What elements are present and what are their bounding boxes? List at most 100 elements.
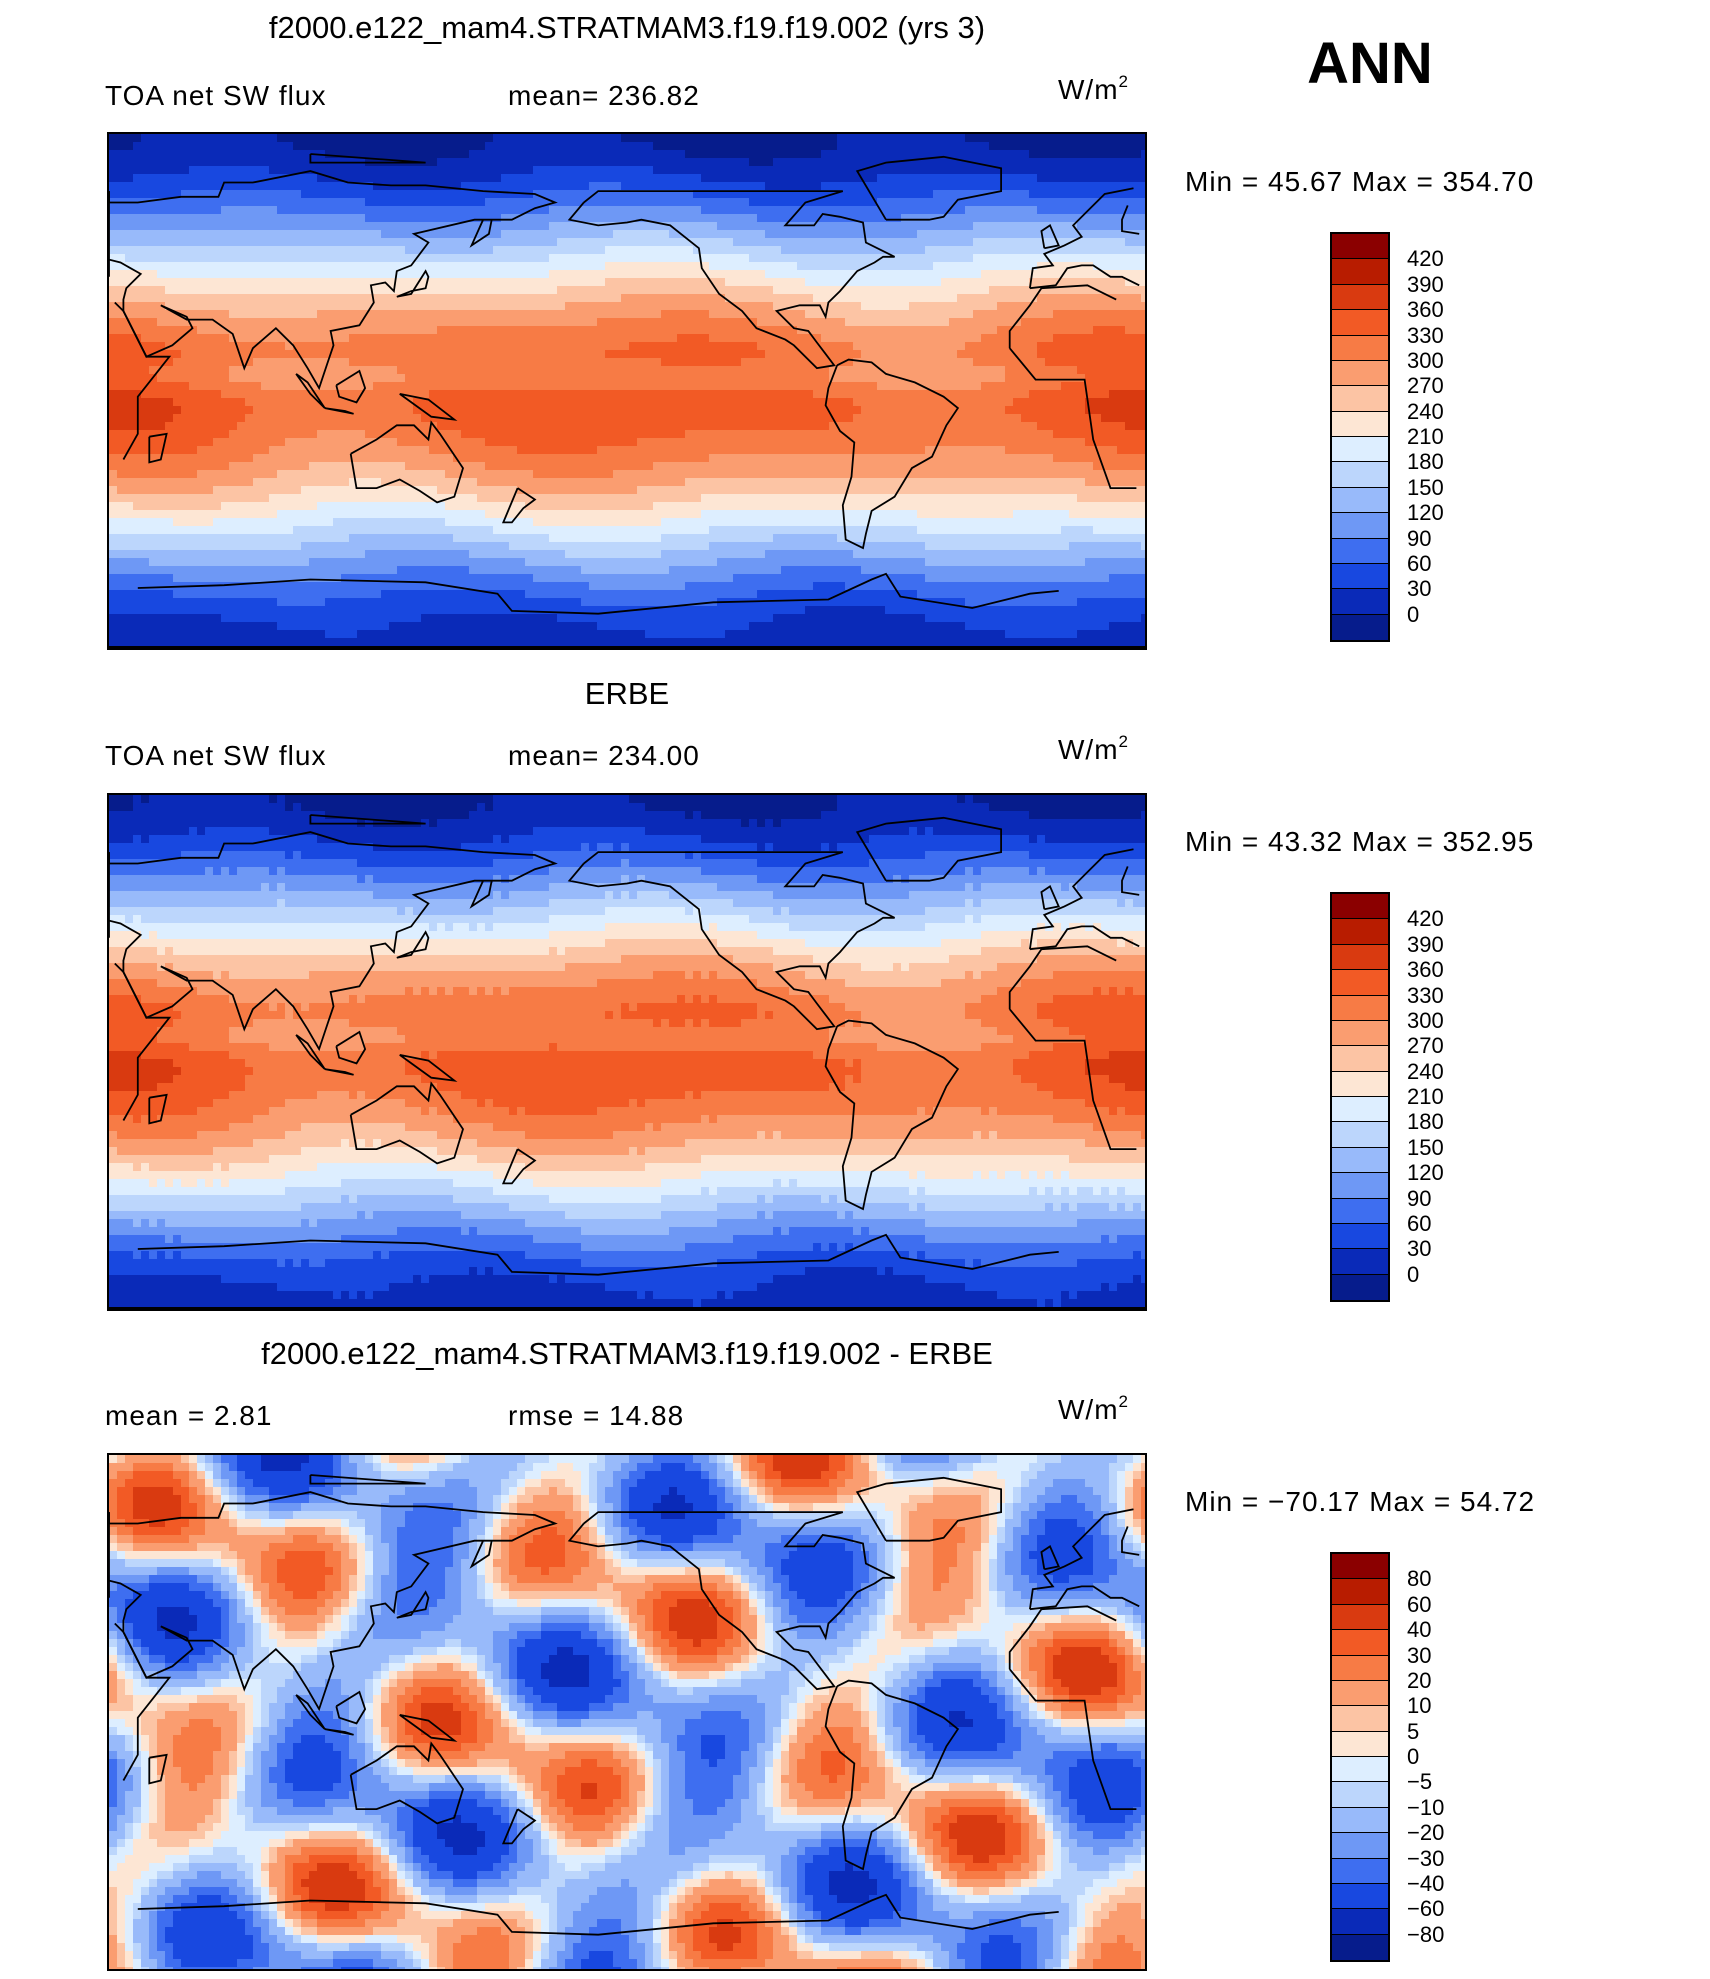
colorbar-tick-label: 330	[1407, 324, 1444, 347]
coastline	[335, 1690, 367, 1725]
colorbar-tick-label: 30	[1407, 578, 1431, 600]
colorbar-tick-label: −60	[1407, 1898, 1444, 1920]
colorbar-tick-label: 300	[1407, 349, 1444, 372]
colorbar-swatch	[1332, 995, 1388, 1021]
colorbar-swatch	[1332, 1274, 1388, 1300]
coastline	[396, 930, 430, 959]
colorbar-swatch	[1332, 1249, 1388, 1275]
colorbar-tick-label: 30	[1407, 1238, 1431, 1260]
colorbar-swatch	[1332, 234, 1388, 260]
colorbar-tick-label: −20	[1407, 1822, 1444, 1844]
colorbar-tick-label: 0	[1407, 1263, 1419, 1286]
coastline	[324, 1728, 354, 1736]
colorbar-tick-label: 210	[1407, 426, 1444, 448]
colorbar-swatch	[1332, 1909, 1388, 1935]
colorbar-tick-label: 420	[1407, 248, 1444, 270]
colorbar-swatch	[1332, 1782, 1388, 1808]
panel-2-title: ERBE	[107, 676, 1147, 712]
colorbar-swatch	[1332, 1071, 1388, 1097]
colorbar-tick-label: 240	[1407, 400, 1444, 423]
coastline	[396, 269, 430, 298]
coastline	[309, 153, 426, 164]
colorbar-tick-label: −5	[1407, 1771, 1432, 1793]
coastline	[148, 432, 168, 464]
colorbar-swatch	[1332, 1655, 1388, 1681]
coastline	[295, 1034, 326, 1070]
coastline	[501, 1148, 537, 1185]
colorbar-swatch	[1332, 563, 1388, 590]
coastline	[396, 1590, 430, 1619]
colorbar-tick-label: 180	[1407, 451, 1444, 473]
coastline	[349, 1741, 464, 1825]
colorbar-tick-label: 150	[1407, 476, 1444, 499]
panel-3-map	[107, 1453, 1147, 1971]
panel-3-mean-label: mean = 2.81	[105, 1400, 272, 1432]
antarctica-coastline	[137, 1893, 1059, 1936]
colorbar-swatch	[1332, 589, 1388, 615]
colorbar-swatch	[1332, 894, 1388, 920]
coastline	[855, 155, 1002, 221]
season-label: ANN	[1250, 30, 1490, 97]
coastline	[399, 1714, 458, 1742]
colorbar-tick-label: 300	[1407, 1009, 1444, 1032]
coastline	[567, 190, 896, 370]
colorbar-swatch	[1332, 1173, 1388, 1199]
coastline	[109, 187, 1140, 290]
coastline	[855, 816, 1002, 882]
colorbar-swatch	[1332, 513, 1388, 539]
coastline	[295, 1694, 326, 1730]
coastline	[399, 1054, 458, 1082]
colorbar-swatch	[1332, 1097, 1388, 1123]
coastline	[855, 1476, 1002, 1542]
colorbar-swatch	[1332, 1807, 1388, 1834]
coastline	[109, 831, 558, 1052]
colorbar-tick-label: 360	[1407, 299, 1444, 321]
coastline	[109, 170, 558, 391]
colorbar-swatch	[1332, 259, 1388, 285]
panel-1-title: f2000.e122_mam4.STRATMAM3.f19.f19.002 (y…	[107, 10, 1147, 46]
colorbar-tick-label: 80	[1407, 1568, 1431, 1590]
colorbar-tick-label: 210	[1407, 1086, 1444, 1108]
panel-1-map	[107, 132, 1147, 650]
coastline	[1040, 1545, 1060, 1571]
colorbar-tick-label: −80	[1407, 1923, 1444, 1946]
colorbar-swatch	[1332, 1630, 1388, 1656]
coastline	[335, 369, 367, 404]
panel-2-colorbar	[1330, 892, 1390, 1302]
colorbar-tick-label: 0	[1407, 603, 1419, 626]
colorbar-swatch	[1332, 1147, 1388, 1174]
colorbar-swatch	[1332, 919, 1388, 945]
coastline	[824, 358, 960, 550]
colorbar-swatch	[1332, 1757, 1388, 1783]
coastline	[109, 848, 1140, 951]
colorbar-tick-label: 390	[1407, 933, 1444, 956]
coastline	[324, 407, 354, 415]
colorbar-swatch	[1332, 360, 1388, 387]
coastline	[309, 1474, 426, 1485]
colorbar-swatch	[1332, 335, 1388, 361]
panel-1-colorbar	[1330, 232, 1390, 642]
colorbar-tick-label: 5	[1407, 1720, 1419, 1743]
colorbar-swatch	[1332, 538, 1388, 564]
panel-2-map	[107, 793, 1147, 1311]
coastline	[567, 1511, 896, 1691]
coastline	[148, 1093, 168, 1125]
panel-2-mean-label: mean= 234.00	[508, 740, 700, 772]
coastline	[349, 1081, 464, 1165]
colorbar-swatch	[1332, 1934, 1388, 1960]
colorbar-swatch	[1332, 487, 1388, 514]
colorbar-tick-label: 240	[1407, 1060, 1444, 1083]
colorbar-tick-label: 120	[1407, 502, 1444, 524]
colorbar-tick-label: 60	[1407, 1212, 1431, 1235]
coastline	[501, 1808, 537, 1845]
colorbar-swatch	[1332, 284, 1388, 311]
colorbar-tick-label: 420	[1407, 908, 1444, 930]
colorbar-swatch	[1332, 437, 1388, 463]
panel-2-units: W/m2	[1058, 732, 1129, 766]
colorbar-swatch	[1332, 1833, 1388, 1859]
colorbar-swatch	[1332, 1554, 1388, 1580]
colorbar-swatch	[1332, 1020, 1388, 1047]
panel-2-variable-label: TOA net SW flux	[105, 740, 326, 772]
colorbar-tick-label: 330	[1407, 984, 1444, 1007]
colorbar-swatch	[1332, 1046, 1388, 1072]
